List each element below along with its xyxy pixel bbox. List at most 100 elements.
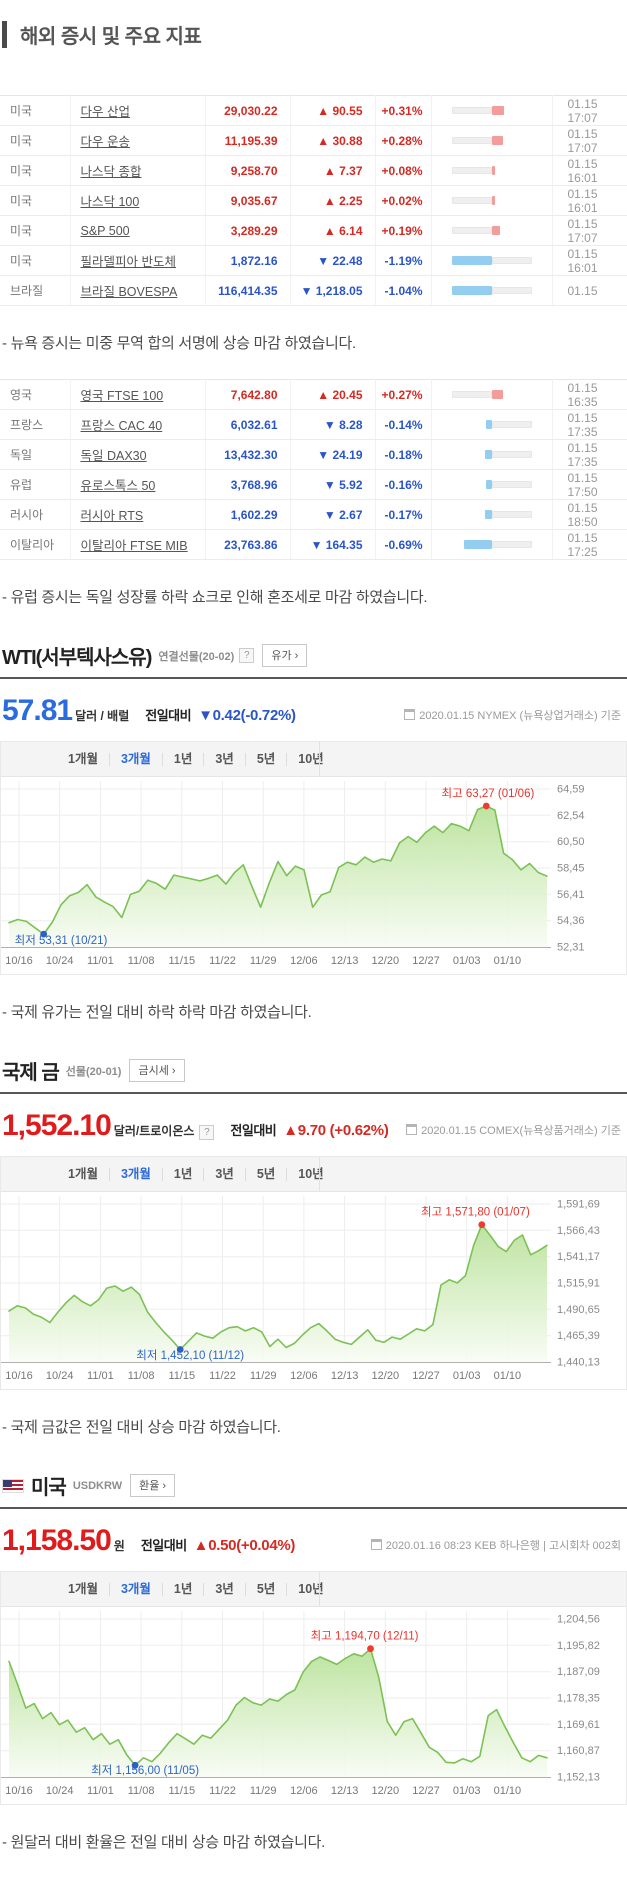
market-name-link[interactable]: 나스닥 종합 (80, 165, 142, 179)
eu-indices-table: 영국 영국 FTSE 100 7,642.80 ▲ 20.45 +0.27% 01.15 … (0, 379, 627, 560)
market-name-link[interactable]: 브라질 BOVESPA (80, 285, 178, 299)
tab-1년[interactable]: 1년 (161, 752, 203, 766)
market-change-pct: -0.17% (375, 499, 432, 530)
gold-price-link-button[interactable]: 금시세 › (129, 1059, 185, 1082)
market-country: 미국 (0, 155, 71, 186)
svg-text:12/20: 12/20 (372, 1785, 400, 1797)
tab-3년[interactable]: 3년 (203, 1582, 244, 1596)
table-row: 이탈리아 이탈리아 FTSE MIB 23,763.86 ▼ 164.35 -0.69%… (0, 529, 627, 560)
us-flag-icon (2, 1478, 24, 1493)
section-divider (0, 1092, 627, 1094)
svg-text:12/06: 12/06 (290, 1785, 318, 1797)
svg-text:10/16: 10/16 (5, 1370, 33, 1382)
svg-text:1,440,13: 1,440,13 (557, 1357, 600, 1369)
tab-10년[interactable]: 10년 (286, 1582, 334, 1596)
market-country: 이탈리아 (0, 529, 71, 560)
table-row: 미국 나스닥 종합 9,258.70 ▲ 7.37 +0.08% 01.15 16:01 (0, 155, 627, 186)
market-time: 01.15 18:50 (552, 499, 627, 530)
svg-text:52,31: 52,31 (557, 942, 585, 954)
tab-3년[interactable]: 3년 (203, 752, 244, 766)
tab-5년[interactable]: 5년 (244, 1582, 286, 1596)
market-change: ▼ 24.19 (290, 439, 376, 470)
market-name-link[interactable]: 다우 운송 (80, 135, 130, 149)
tab-3개월[interactable]: 3개월 (108, 752, 162, 766)
wti-chart-panel: 1개월 3개월 1년 3년 5년 10년 64,59 62,54 60,50 58,45 56,4… (0, 741, 627, 975)
svg-text:11/29: 11/29 (250, 1370, 277, 1382)
market-name-link[interactable]: 이탈리아 FTSE MIB (80, 539, 188, 553)
tab-10년[interactable]: 10년 (286, 1167, 334, 1181)
market-change-pct: -0.18% (375, 439, 432, 470)
market-change: ▼ 2.67 (290, 499, 376, 530)
note-eu-markets: - 유럽 증시는 독일 성장률 하락 쇼크로 인해 혼조세로 마감 하였습니다. (2, 589, 428, 606)
market-name-link[interactable]: 프랑스 CAC 40 (80, 419, 163, 433)
change-meter (452, 450, 532, 459)
market-change: ▼ 8.28 (290, 409, 376, 440)
table-row: 미국 나스닥 100 9,035.67 ▲ 2.25 +0.02% 01.15 16:01 (0, 185, 627, 216)
tab-1년[interactable]: 1년 (161, 1167, 203, 1181)
market-time: 01.15 16:35 (552, 379, 627, 410)
tab-10년[interactable]: 10년 (286, 752, 334, 766)
tab-5년[interactable]: 5년 (244, 1167, 286, 1181)
market-name-link[interactable]: 유로스톡스 50 (80, 479, 156, 493)
exchange-rate-link-button[interactable]: 환율 › (130, 1474, 176, 1497)
market-name-link[interactable]: 영국 FTSE 100 (80, 389, 164, 403)
wti-period-tabs: 1개월 3개월 1년 3년 5년 10년 (1, 742, 626, 777)
wti-price: 57.81 (2, 694, 73, 727)
change-meter (452, 480, 532, 489)
market-price: 3,768.96 (205, 469, 291, 500)
svg-text:01/10: 01/10 (494, 1370, 522, 1382)
page-title: 해외 증시 및 주요 지표 (20, 26, 202, 48)
change-meter (451, 226, 532, 235)
market-price: 3,289.29 (205, 215, 291, 246)
market-change: ▼ 22.48 (290, 245, 376, 276)
svg-text:1,195,82: 1,195,82 (557, 1640, 600, 1652)
tab-1개월[interactable]: 1개월 (68, 1166, 98, 1181)
market-change-pct: -0.14% (375, 409, 432, 440)
tab-3년[interactable]: 3년 (203, 1167, 244, 1181)
help-icon[interactable]: ? (239, 648, 255, 663)
table-row: 러시아 러시아 RTS 1,602.29 ▼ 2.67 -0.17% 01.15 18:5… (0, 499, 627, 530)
svg-text:1,515,91: 1,515,91 (557, 1278, 600, 1290)
tab-1년[interactable]: 1년 (161, 1582, 203, 1596)
tab-5년[interactable]: 5년 (244, 752, 286, 766)
market-name-link[interactable]: S&P 500 (80, 223, 130, 238)
gold-price: 1,552.10 (2, 1109, 112, 1142)
svg-text:최저 1,156,00 (11/05): 최저 1,156,00 (11/05) (91, 1764, 199, 1777)
market-price: 1,602.29 (205, 499, 291, 530)
market-name-link[interactable]: 독일 DAX30 (80, 449, 147, 463)
tab-1개월[interactable]: 1개월 (68, 1581, 98, 1596)
change-meter (451, 166, 532, 175)
svg-text:11/01: 11/01 (87, 955, 114, 967)
svg-text:58,45: 58,45 (557, 863, 585, 875)
svg-text:1,169,61: 1,169,61 (557, 1719, 600, 1731)
table-row: 영국 영국 FTSE 100 7,642.80 ▲ 20.45 +0.27% 01.15 … (0, 379, 627, 410)
title-accent-bar (2, 21, 7, 48)
wti-change: ▼0.42(-0.72%) (198, 707, 296, 724)
market-change: ▲ 7.37 (290, 155, 376, 186)
wti-contract-label: 연결선물(20-02) (158, 650, 235, 663)
change-meter (451, 286, 532, 295)
oil-price-link-button[interactable]: 유가 › (262, 644, 308, 667)
market-time: 01.15 17:07 (552, 125, 627, 156)
market-change: ▲ 90.55 (290, 95, 376, 126)
market-name-link[interactable]: 러시아 RTS (80, 509, 144, 523)
market-change: ▲ 2.25 (290, 185, 376, 216)
tab-1개월[interactable]: 1개월 (68, 751, 98, 766)
svg-text:01/03: 01/03 (453, 1785, 481, 1797)
svg-text:60,50: 60,50 (557, 836, 585, 848)
svg-text:12/13: 12/13 (331, 1785, 359, 1797)
usdkrw-chart: 1,204,56 1,195,82 1,187,09 1,178,35 1,169,61… (1, 1607, 626, 1804)
market-name-link[interactable]: 필라델피아 반도체 (80, 255, 176, 269)
wti-chart: 64,59 62,54 60,50 58,45 56,41 54,36 52,31 10/16… (1, 777, 626, 974)
usd-section-title: 미국 (31, 1477, 67, 1499)
svg-text:최고 1,571,80 (01/07): 최고 1,571,80 (01/07) (421, 1206, 530, 1219)
tab-3개월[interactable]: 3개월 (108, 1167, 162, 1181)
market-name-link[interactable]: 나스닥 100 (80, 195, 140, 209)
tab-3개월[interactable]: 3개월 (108, 1582, 162, 1596)
svg-text:12/13: 12/13 (331, 955, 359, 967)
calendar-icon (406, 1124, 418, 1135)
svg-text:01/10: 01/10 (494, 955, 522, 967)
market-name-link[interactable]: 다우 산업 (80, 105, 130, 119)
help-icon[interactable]: ? (199, 1125, 215, 1140)
market-change: ▼ 1,218.05 (290, 275, 376, 306)
